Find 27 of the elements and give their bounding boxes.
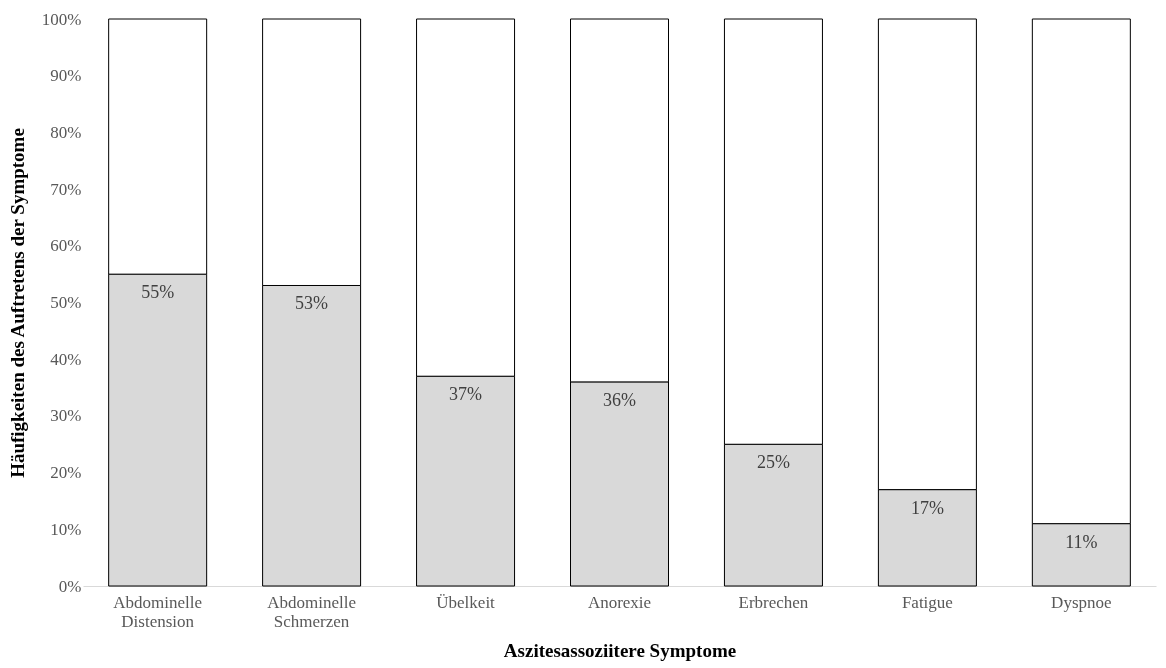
data-label: 25%	[756, 452, 790, 473]
y-axis-title: Häufigkeiten des Auftretens der Symptome	[6, 128, 28, 478]
y-tick-label: 10%	[50, 519, 82, 539]
y-tick-label: 90%	[50, 66, 82, 86]
x-tick-label: Dyspnoe	[1051, 592, 1112, 612]
data-label: 11%	[1065, 531, 1098, 552]
x-tick-label: Anorexie	[587, 592, 652, 612]
data-label: 37%	[449, 384, 483, 405]
y-tick-label: 100%	[41, 9, 82, 29]
data-label: 55%	[141, 282, 175, 303]
y-tick-label: 50%	[50, 293, 82, 312]
y-tick-label: 80%	[50, 122, 82, 142]
x-tick-label: Abdominelle Distension	[113, 592, 203, 631]
y-tick-label: 70%	[50, 179, 82, 199]
x-tick-label: Übelkeit	[436, 592, 496, 612]
y-tick-label: 30%	[50, 406, 82, 426]
y-tick-label: 0%	[58, 576, 82, 596]
y-tick-label: 20%	[50, 463, 82, 483]
x-tick-label: Abdominelle Schmerzen	[267, 592, 356, 631]
data-label: 17%	[910, 497, 944, 518]
data-label: 36%	[603, 389, 636, 410]
data-label: 53%	[295, 293, 329, 314]
y-tick-label: 60%	[50, 236, 82, 256]
x-tick-label: Erbrechen	[738, 592, 809, 612]
x-axis-title: Aszitesassoziitere Symptome	[503, 639, 737, 661]
y-tick-label: 40%	[50, 349, 82, 369]
x-tick-label: Fatigue	[901, 592, 953, 612]
